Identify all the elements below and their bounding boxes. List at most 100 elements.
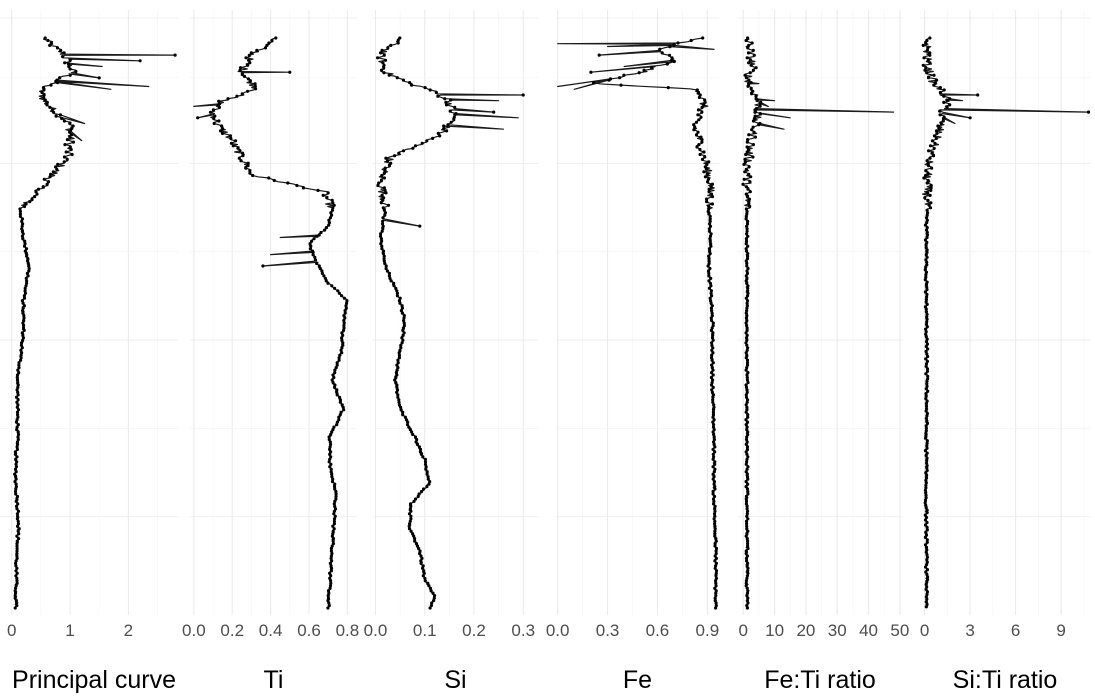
data-point [220,124,224,128]
data-point [746,254,750,258]
data-point [23,291,28,295]
data-point [399,309,403,313]
data-point [746,286,750,290]
data-point [333,368,337,372]
data-point [383,58,388,62]
data-point [709,318,714,323]
x-tick-label: 0.8 [336,621,360,640]
data-point [703,98,707,102]
data-point [745,209,749,214]
data-point [925,71,929,75]
data-point [744,442,748,446]
data-point [924,397,928,401]
data-point [714,571,718,575]
data-point [933,81,937,85]
data-point [713,522,717,526]
data-point [948,97,952,101]
data-point [925,285,929,289]
data-point [393,378,397,382]
data-point [301,186,305,190]
data-point [706,269,711,273]
data-point [676,41,680,45]
data-point [332,485,337,489]
data-point [330,534,334,538]
data-point [714,546,719,551]
data-point [382,259,386,263]
data-point [68,67,72,71]
data-point [402,331,406,335]
data-point [712,405,716,409]
data-point [744,316,749,320]
data-point [27,269,31,273]
data-point [396,393,400,397]
data-point [700,105,704,109]
data-point [745,309,749,313]
data-point [405,423,410,427]
data-point [713,559,717,563]
data-point [217,119,221,123]
data-point [751,155,755,159]
data-point [746,601,750,605]
data-point [329,569,333,573]
data-point [340,346,344,350]
data-point [295,183,299,188]
data-point [23,242,27,246]
data-point [743,160,748,164]
data-point [709,185,713,189]
data-point [710,366,714,370]
data-point [744,519,749,523]
data-point [925,602,929,606]
data-point [379,242,383,246]
data-point [924,515,929,520]
data-point [381,198,385,202]
data-point [923,436,928,440]
data-point [745,314,749,318]
data-point [711,413,716,417]
data-point [714,549,718,553]
data-point [14,569,18,573]
data-point [693,125,697,129]
data-point [59,48,63,53]
data-point [923,449,928,453]
data-point [707,160,711,164]
data-point [758,112,762,116]
data-point [70,126,74,131]
data-point [703,100,707,104]
data-point [710,388,714,392]
data-point [744,534,748,538]
data-point [330,551,334,556]
data-point [332,425,336,429]
data-point [713,586,717,590]
data-point [745,527,749,531]
data-point [62,160,66,164]
data-point [421,566,425,570]
data-point [712,455,716,459]
data-point [923,543,928,547]
data-point [926,577,930,582]
data-point [925,208,929,212]
data-point [42,88,46,92]
data-point [55,167,59,171]
data-point [745,276,749,280]
data-point [20,219,24,223]
data-point [924,66,928,70]
data-point [746,539,750,543]
data-point [332,203,336,207]
data-point [328,445,332,449]
data-point [745,472,749,476]
data-point [423,457,427,461]
data-point [399,346,403,350]
data-point [332,512,336,516]
data-point [244,166,248,170]
data-point [13,606,17,610]
data-point [745,281,749,285]
data-point [713,509,717,513]
data-point [713,519,717,523]
data-point [924,41,928,45]
data-point [13,589,17,593]
data-point [21,301,25,305]
data-point [22,296,27,300]
data-point [922,56,926,60]
data-point [22,328,26,332]
data-point [711,346,715,350]
